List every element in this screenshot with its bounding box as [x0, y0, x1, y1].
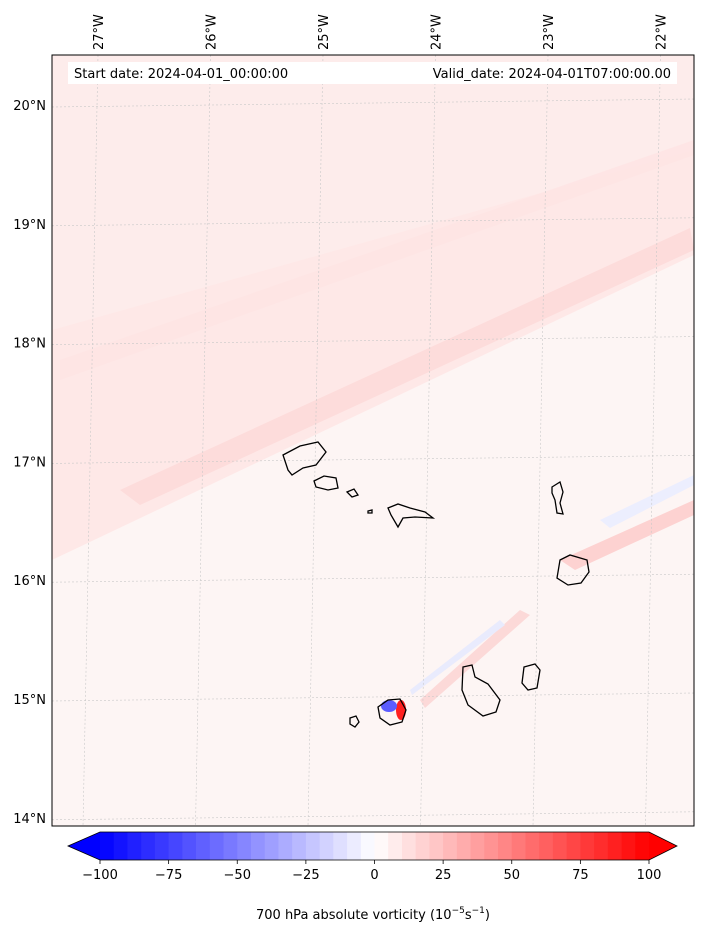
- colorbar-cell: [621, 832, 636, 860]
- island-santa-luzia: [345, 488, 360, 498]
- colorbar-cell: [237, 832, 252, 860]
- lat-tick-label: 19°N: [13, 218, 46, 233]
- colorbar-cell: [607, 832, 622, 860]
- island-maio: [521, 663, 541, 691]
- colorbar-min-extension: [68, 832, 100, 860]
- colorbar-cell: [470, 832, 485, 860]
- lon-tick-label: 24°W: [430, 14, 445, 50]
- island-santo-antao: [282, 441, 327, 476]
- colorbar-cell: [305, 832, 320, 860]
- colorbar-tick-label: 75: [572, 868, 589, 883]
- lat-tick-label: 18°N: [13, 337, 46, 352]
- colorbar-cell: [498, 832, 513, 860]
- colorbar-cell: [196, 832, 211, 860]
- colorbar-cell: [319, 832, 334, 860]
- graticule: [51, 54, 695, 827]
- valid-date-label: Valid_date: 2024-04-01T07:00:00.00: [433, 67, 671, 82]
- island-santiago: [461, 664, 501, 717]
- colorbar-tick-label: −25: [292, 868, 319, 883]
- island-brava: [349, 715, 360, 728]
- colorbar-cell: [635, 832, 650, 860]
- lon-tick-label: 22°W: [655, 14, 670, 50]
- map-frame: [51, 54, 695, 827]
- colorbar-cell: [127, 832, 142, 860]
- lon-tick-label: 25°W: [317, 14, 332, 50]
- latitude-labels: 20°N 19°N 18°N 17°N 16°N 15°N 14°N: [13, 99, 46, 827]
- colorbar-cell: [525, 832, 540, 860]
- colorbar-cell: [278, 832, 293, 860]
- colorbar: −100 −75 −50 −25 0 25 50 75 100 700 hPa absolute…: [67, 831, 678, 923]
- colorbar-cell: [388, 832, 403, 860]
- header-box: [68, 62, 677, 84]
- colorbar-cell: [580, 832, 595, 860]
- lat-tick-label: 15°N: [13, 693, 46, 708]
- colorbar-cell: [456, 832, 471, 860]
- colorbar-tick-label: 25: [435, 868, 452, 883]
- island-boa-vista: [556, 554, 590, 586]
- colorbar-cell: [250, 832, 266, 860]
- lon-tick-label: 23°W: [542, 14, 557, 50]
- island-fogo: [377, 698, 407, 726]
- island-ilheu-branco: [367, 509, 373, 514]
- colorbar-cell: [443, 832, 458, 860]
- lat-tick-label: 16°N: [13, 574, 46, 589]
- colorbar-cell: [113, 832, 128, 860]
- island-sal: [551, 480, 564, 515]
- colorbar-tick-label: 0: [370, 868, 378, 883]
- colorbar-cell: [100, 832, 115, 860]
- island-sao-vicente: [313, 475, 339, 491]
- lon-tick-label: 27°W: [92, 14, 107, 50]
- colorbar-cell: [484, 832, 499, 860]
- colorbar-cell: [223, 832, 238, 860]
- start-date-label: Start date: 2024-04-01_00:00:00: [74, 67, 288, 82]
- colorbar-cell: [347, 832, 362, 860]
- lon-tick-label: 26°W: [205, 14, 220, 50]
- vorticity-field: [52, 55, 694, 826]
- colorbar-cell: [292, 832, 307, 860]
- colorbar-cell: [209, 832, 224, 860]
- colorbar-tick-label: −75: [155, 868, 182, 883]
- colorbar-label: 700 hPa absolute vorticity (10−5s−1): [256, 906, 490, 923]
- colorbar-cell: [182, 832, 197, 860]
- colorbar-cell: [374, 832, 389, 860]
- colorbar-cell: [594, 832, 609, 860]
- lat-tick-label: 20°N: [13, 99, 46, 114]
- colorbar-cell: [360, 832, 375, 860]
- colorbar-cell: [154, 832, 170, 860]
- colorbar-cell: [401, 832, 417, 860]
- colorbar-tick-label: 100: [637, 868, 662, 883]
- colorbar-cell: [415, 832, 430, 860]
- island-coastlines: [282, 441, 590, 728]
- colorbar-tick-label: −50: [224, 868, 251, 883]
- lat-tick-label: 17°N: [13, 455, 46, 470]
- colorbar-max-extension: [649, 832, 677, 860]
- island-sao-nicolau: [387, 503, 436, 529]
- colorbar-cell: [264, 832, 279, 860]
- colorbar-cell: [141, 832, 156, 860]
- colorbar-cell: [566, 832, 581, 860]
- colorbar-cell: [168, 832, 183, 860]
- lat-tick-label: 14°N: [13, 812, 46, 827]
- colorbar-cell: [333, 832, 348, 860]
- longitude-labels: 27°W 26°W 25°W 24°W 23°W 22°W: [92, 14, 670, 50]
- colorbar-tick-label: −100: [82, 868, 118, 883]
- colorbar-cell: [539, 832, 554, 860]
- colorbar-cell: [429, 832, 444, 860]
- colorbar-cell: [552, 832, 568, 860]
- colorbar-tick-label: 50: [503, 868, 520, 883]
- colorbar-cell: [511, 832, 526, 860]
